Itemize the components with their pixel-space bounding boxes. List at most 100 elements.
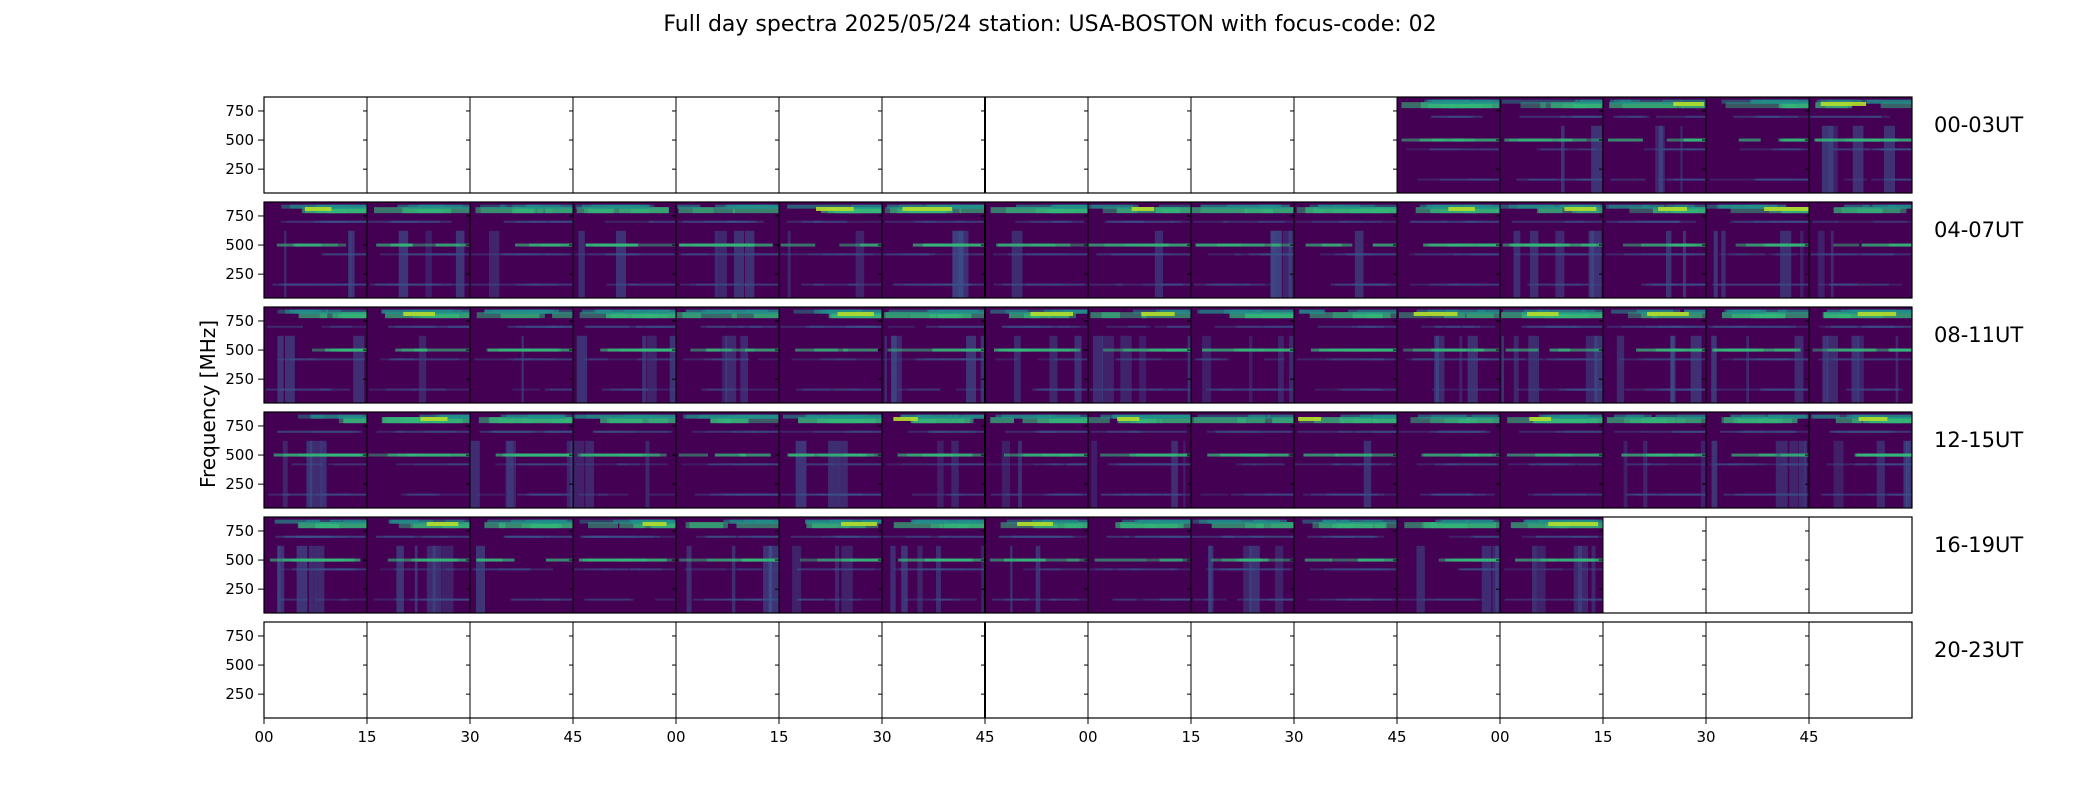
spectrum-panel xyxy=(985,202,1088,298)
spectrum-panel xyxy=(1603,97,1706,193)
spectra-row-00-03UT: 250 500 750 00-03UT xyxy=(225,96,2023,194)
row-frame xyxy=(263,411,1913,509)
spectrum-panel xyxy=(1500,412,1603,508)
y-tick: 500 xyxy=(225,551,264,569)
y-tick-label: 250 xyxy=(225,685,254,703)
x-tick-label: 45 xyxy=(975,728,994,746)
spectrum-panel xyxy=(985,517,1088,613)
y-tick: 750 xyxy=(225,522,264,540)
spectrum-panel xyxy=(676,517,779,613)
y-tick: 250 xyxy=(225,580,264,598)
spectrum-panel xyxy=(882,412,985,508)
spectrum-panel xyxy=(1706,307,1809,403)
chart-title: Full day spectra 2025/05/24 station: USA… xyxy=(663,12,1437,37)
row-frame xyxy=(263,516,1913,614)
x-tick: 30 xyxy=(1284,718,1304,746)
row-label: 00-03UT xyxy=(1934,113,2023,137)
y-tick-label: 750 xyxy=(225,312,254,330)
spectrum-panel xyxy=(573,517,676,613)
spectrum-panel xyxy=(367,412,470,508)
y-tick-label: 750 xyxy=(225,417,254,435)
y-tick: 500 xyxy=(225,236,264,254)
spectrum-panel xyxy=(1809,412,1912,508)
y-tick: 250 xyxy=(225,685,264,703)
x-tick-label: 30 xyxy=(460,728,479,746)
spectra-row-16-19UT: 250 500 750 16-19UT xyxy=(225,516,2023,614)
spectrum-panel xyxy=(1088,202,1191,298)
x-tick-label: 30 xyxy=(1696,728,1715,746)
spectrum-panel xyxy=(882,202,985,298)
x-tick: 00 xyxy=(666,718,686,746)
spectrum-panel xyxy=(573,307,678,403)
y-tick: 250 xyxy=(225,265,264,283)
y-tick-label: 500 xyxy=(225,236,254,254)
spectrum-panel xyxy=(1294,517,1397,613)
spectrum-panel xyxy=(779,202,882,298)
x-tick: 00 xyxy=(1078,718,1098,746)
x-tick-label: 00 xyxy=(254,728,273,746)
x-tick: 15 xyxy=(1593,718,1613,746)
row-label: 16-19UT xyxy=(1934,533,2023,557)
spectrum-panel xyxy=(676,307,779,403)
y-tick-label: 250 xyxy=(225,475,254,493)
y-tick-label: 250 xyxy=(225,265,254,283)
y-tick-label: 500 xyxy=(225,551,254,569)
spectrum-panel xyxy=(779,517,882,613)
spectrum-panel xyxy=(1603,202,1706,298)
x-tick-label: 15 xyxy=(1181,728,1200,746)
spectrum-panel xyxy=(1500,307,1603,403)
row-label: 08-11UT xyxy=(1934,323,2023,347)
y-tick: 750 xyxy=(225,312,264,330)
y-tick-label: 500 xyxy=(225,341,254,359)
y-tick: 750 xyxy=(225,417,264,435)
row-frame xyxy=(263,306,1913,404)
row-label: 12-15UT xyxy=(1934,428,2023,452)
spectrum-panel xyxy=(1088,412,1191,508)
spectrum-panel xyxy=(1500,97,1603,193)
spectrum-panel xyxy=(1191,517,1294,613)
spectrum-panel xyxy=(367,307,470,403)
spectrum-panel xyxy=(1191,307,1296,403)
y-tick-label: 750 xyxy=(225,102,254,120)
spectrum-panel xyxy=(1500,202,1603,298)
y-tick-label: 500 xyxy=(225,131,254,149)
y-tick-label: 500 xyxy=(225,446,254,464)
spectrum-panel xyxy=(264,412,367,508)
x-tick: 45 xyxy=(563,718,583,746)
x-tick: 30 xyxy=(460,718,480,746)
spectrum-panel xyxy=(676,202,779,298)
y-tick-label: 250 xyxy=(225,580,254,598)
y-tick-label: 250 xyxy=(225,370,254,388)
spectrum-panel xyxy=(264,307,367,403)
spectrum-panel xyxy=(1397,517,1501,613)
spectrum-panel xyxy=(1706,412,1809,508)
x-tick: 15 xyxy=(357,718,377,746)
x-tick: 45 xyxy=(1387,718,1407,746)
spectrum-panel xyxy=(1809,307,1912,403)
y-tick-label: 500 xyxy=(225,656,254,674)
row-frame xyxy=(263,96,1913,194)
x-tick-label: 15 xyxy=(1593,728,1612,746)
x-tick-label: 15 xyxy=(769,728,788,746)
x-tick: 30 xyxy=(872,718,892,746)
x-tick-label: 15 xyxy=(357,728,376,746)
y-tick: 750 xyxy=(225,627,264,645)
x-tick-label: 00 xyxy=(666,728,685,746)
y-tick-label: 250 xyxy=(225,160,254,178)
spectrum-panel xyxy=(1294,307,1397,403)
x-tick: 30 xyxy=(1696,718,1716,746)
spectrum-panel xyxy=(1294,412,1397,508)
y-tick: 500 xyxy=(225,131,264,149)
spectrum-panel xyxy=(1706,202,1814,298)
y-tick: 500 xyxy=(225,341,264,359)
spectrum-panel xyxy=(1809,97,1912,193)
spectrum-panel xyxy=(470,307,577,403)
x-tick: 00 xyxy=(254,718,274,746)
spectrum-panel xyxy=(264,517,367,613)
spectra-row-08-11UT: 250 500 750 08-11UT xyxy=(225,306,2023,404)
spectrum-panel xyxy=(1191,412,1294,508)
y-tick: 250 xyxy=(225,475,264,493)
spectrum-panel xyxy=(1397,202,1500,298)
x-tick-label: 30 xyxy=(872,728,891,746)
